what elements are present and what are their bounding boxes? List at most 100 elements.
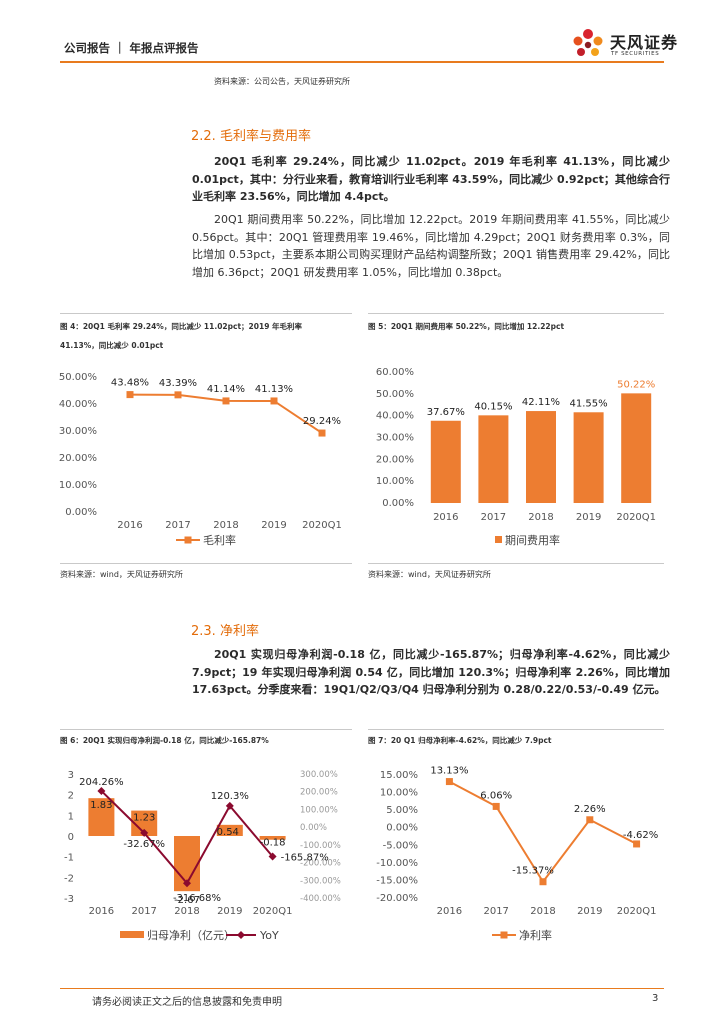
yoy-point (97, 786, 106, 795)
fig4-title-line-2: 41.13%，同比减少 0.01pct (60, 341, 164, 350)
y-right-tick-label: -400.00% (300, 894, 341, 904)
y-right-tick-label: -300.00% (300, 876, 341, 886)
fig7-title: 图 7：20 Q1 归母净利率-4.62%，同比减少 7.9pct (368, 736, 552, 745)
data-point (445, 778, 453, 786)
x-tick-label: 2019 (576, 512, 601, 523)
fig4-bottom-rule (60, 563, 352, 564)
section-2-3-para-1: 20Q1 实现归母净利润-0.18 亿，同比减少-165.87%；归母净利率-4… (192, 648, 670, 696)
data-point (539, 878, 547, 886)
yoy-point (268, 852, 277, 861)
x-tick-label: 2020Q1 (302, 520, 342, 531)
section-title-2-3: 2.3. 净利率 (191, 624, 259, 639)
fig4-title: 图 4：20Q1 毛利率 29.24%，同比减少 11.02pct；2019 年… (60, 317, 360, 355)
fig4-source: 资料来源：wind，天风证券研究所 (60, 570, 183, 579)
section-2-2-para-1: 20Q1 毛利率 29.24%，同比减少 11.02pct。2019 年毛利率 … (192, 155, 670, 203)
legend-line-marker (237, 931, 245, 939)
bar-label: -0.18 (260, 838, 286, 849)
bar (478, 415, 509, 503)
x-tick-label: 2018 (530, 906, 555, 917)
footer-disclaimer[interactable]: 请务必阅读正文之后的信息披露和免责申明 (92, 997, 282, 1008)
data-label: -15.37% (512, 866, 554, 877)
x-tick-label: 2018 (528, 512, 553, 523)
y-tick-label: 0.00% (65, 507, 97, 518)
company-logo: 天风证券 TF SECURITIES (568, 26, 678, 62)
y-right-tick-label: 200.00% (300, 788, 338, 798)
net-margin-chart: 15.00% 10.00% 5.00% 0.00% -5.00% -10.00% -15.0… (376, 766, 658, 942)
x-tick-label: 2017 (483, 906, 508, 917)
data-point (586, 816, 594, 824)
data-label: 2.26% (574, 804, 606, 815)
data-label: 13.13% (430, 766, 468, 777)
y-left-tick-label: 3 (68, 770, 74, 781)
y-tick-label: 10.00% (380, 788, 418, 799)
data-label: 42.11% (522, 397, 560, 408)
data-point (492, 802, 500, 810)
x-tick-label: 2020Q1 (253, 906, 293, 917)
y-left-tick-label: -3 (64, 894, 74, 905)
flower-logo-icon (573, 29, 603, 56)
data-point (270, 397, 278, 405)
bar-label: -2.67 (174, 895, 200, 906)
data-label: 41.55% (570, 398, 608, 409)
footer-divider (60, 988, 664, 989)
legend-marker (500, 931, 508, 939)
data-label: 41.13% (255, 384, 293, 395)
y-tick-label: 20.00% (376, 454, 414, 465)
y-tick-label: 30.00% (59, 426, 97, 437)
y-tick-label: 50.00% (59, 372, 97, 383)
y-left-tick-label: 2 (68, 791, 74, 802)
yoy-label: 120.3% (211, 791, 249, 802)
legend-label: 净利率 (519, 928, 552, 942)
y-tick-label: 10.00% (59, 480, 97, 491)
x-tick-label: 2017 (131, 906, 156, 917)
data-label: 6.06% (480, 790, 512, 801)
legend-bar-label: 归母净利（亿元） (147, 928, 235, 942)
x-tick-label: 2020Q1 (617, 906, 657, 917)
yoy-point (140, 828, 149, 837)
y-tick-label: -10.00% (376, 858, 418, 869)
y-left-tick-label: -2 (64, 873, 74, 884)
fig5-title: 图 5：20Q1 期间费用率 50.22%，同比增加 12.22pct (368, 322, 565, 331)
x-tick-label: 2016 (433, 512, 458, 523)
data-point (633, 840, 641, 848)
bar (430, 420, 461, 503)
data-label: 40.15% (474, 401, 512, 412)
bar (526, 411, 556, 503)
bar (621, 393, 652, 503)
yoy-label: 204.26% (79, 777, 124, 788)
top-source-note: 资料来源：公司公告，天风证券研究所 (214, 77, 350, 86)
fig7-top-rule (368, 729, 664, 730)
legend-marker (184, 536, 192, 544)
yoy-point (225, 801, 234, 810)
data-label: 50.22% (617, 379, 655, 390)
x-tick-label: 2016 (437, 906, 462, 917)
bar-label: 1.23 (133, 813, 155, 824)
y-tick-label: 10.00% (376, 476, 414, 487)
x-tick-label: 2019 (217, 906, 242, 917)
x-tick-label: 2018 (174, 906, 199, 917)
x-tick-label: 2020Q1 (616, 512, 656, 523)
data-label: 43.48% (111, 378, 149, 389)
y-left-tick-label: 1 (68, 811, 74, 822)
y-tick-label: 0.00% (382, 498, 414, 509)
y-tick-label: 30.00% (376, 433, 414, 444)
y-tick-label: 40.00% (376, 411, 414, 422)
y-tick-label: 50.00% (376, 389, 414, 400)
y-left-tick-label: -1 (64, 853, 74, 864)
bar (259, 836, 286, 840)
logo-subtext: TF SECURITIES (611, 51, 660, 57)
net-profit-chart: 3 2 1 0 -1 -2 -3 300.00% 200.00% 100.00% 0.00% -100… (64, 770, 341, 942)
bar (216, 824, 243, 836)
data-label: -4.62% (623, 830, 658, 841)
data-point (318, 429, 326, 437)
bar (573, 412, 604, 503)
y-tick-label: 20.00% (59, 453, 97, 464)
fig4-title-line-1: 图 4：20Q1 毛利率 29.24%，同比减少 11.02pct；2019 年… (60, 322, 303, 331)
y-right-tick-label: 0.00% (300, 823, 327, 833)
y-tick-label: -20.00% (376, 893, 418, 904)
fig5-top-rule (368, 313, 664, 314)
y-right-tick-label: 100.00% (300, 805, 338, 815)
fig6-top-rule (60, 729, 352, 730)
fig5-source: 资料来源：wind，天风证券研究所 (368, 570, 491, 579)
y-right-tick-label: 300.00% (300, 770, 338, 780)
